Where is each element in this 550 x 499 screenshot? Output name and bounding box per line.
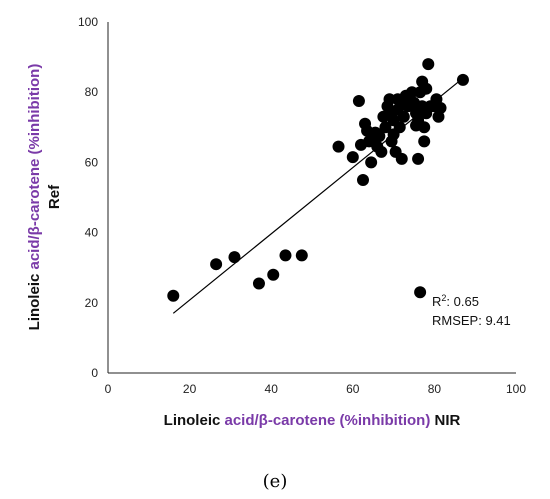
x-tick-label: 40 <box>265 382 279 396</box>
data-point <box>346 151 359 164</box>
axis-ticks: 0 20 40 60 80 100 0 20 40 60 80 100 <box>78 15 526 396</box>
rmsep-annotation: RMSEP: 9.41 <box>432 313 511 328</box>
x-axis-title: Linoleic acid/β-carotene (%inhibition) N… <box>164 412 461 429</box>
data-point <box>397 110 410 123</box>
data-point <box>379 121 392 134</box>
y-tick-label: 40 <box>85 226 99 240</box>
y-axis-title-prefix: Linoleic <box>26 270 43 331</box>
data-point <box>279 249 292 262</box>
data-point <box>456 73 469 86</box>
data-point <box>434 101 447 114</box>
y-axis-title-line2: Ref <box>46 184 63 209</box>
data-point <box>332 140 345 153</box>
x-axis-title-prefix: Linoleic <box>164 412 225 429</box>
y-tick-label: 0 <box>91 366 98 380</box>
data-point <box>393 121 406 134</box>
x-axis-title-suffix: NIR <box>430 412 460 429</box>
data-point <box>352 94 365 107</box>
x-tick-label: 60 <box>346 382 360 396</box>
x-tick-label: 0 <box>105 382 112 396</box>
data-point <box>228 251 241 264</box>
r2-superscript: 2 <box>441 293 446 303</box>
data-point <box>295 249 308 262</box>
scatter-points <box>167 58 469 314</box>
data-point <box>418 121 431 134</box>
data-point <box>418 135 431 148</box>
plot-area <box>107 22 516 374</box>
data-point <box>373 130 386 143</box>
r2-label: R <box>432 294 441 309</box>
data-point <box>210 258 223 271</box>
y-tick-label: 80 <box>85 85 99 99</box>
y-axis-title-line1: Linoleic acid/β-carotene (%inhibition) <box>26 64 43 331</box>
y-tick-label: 60 <box>85 155 99 169</box>
data-point <box>167 289 180 302</box>
r2-annotation: R2: 0.65 <box>432 293 479 309</box>
data-point <box>395 152 408 165</box>
y-tick-label: 20 <box>85 296 99 310</box>
panel-label: (e) <box>263 471 288 492</box>
data-point <box>267 268 280 281</box>
data-point <box>375 145 388 158</box>
x-tick-label: 80 <box>428 382 442 396</box>
data-point <box>420 82 433 95</box>
data-point <box>414 286 427 299</box>
data-point <box>412 152 425 165</box>
data-point <box>357 173 369 186</box>
y-tick-label: 100 <box>78 15 98 29</box>
x-axis-title-highlight: acid/β-carotene (%inhibition) <box>225 412 431 429</box>
data-point <box>365 156 378 169</box>
x-tick-label: 100 <box>506 382 526 396</box>
data-point <box>422 58 435 71</box>
r2-value: : 0.65 <box>446 294 479 309</box>
x-tick-label: 20 <box>183 382 197 396</box>
y-axis-title-highlight: acid/β-carotene (%inhibition) <box>26 64 43 270</box>
data-point <box>252 277 265 290</box>
